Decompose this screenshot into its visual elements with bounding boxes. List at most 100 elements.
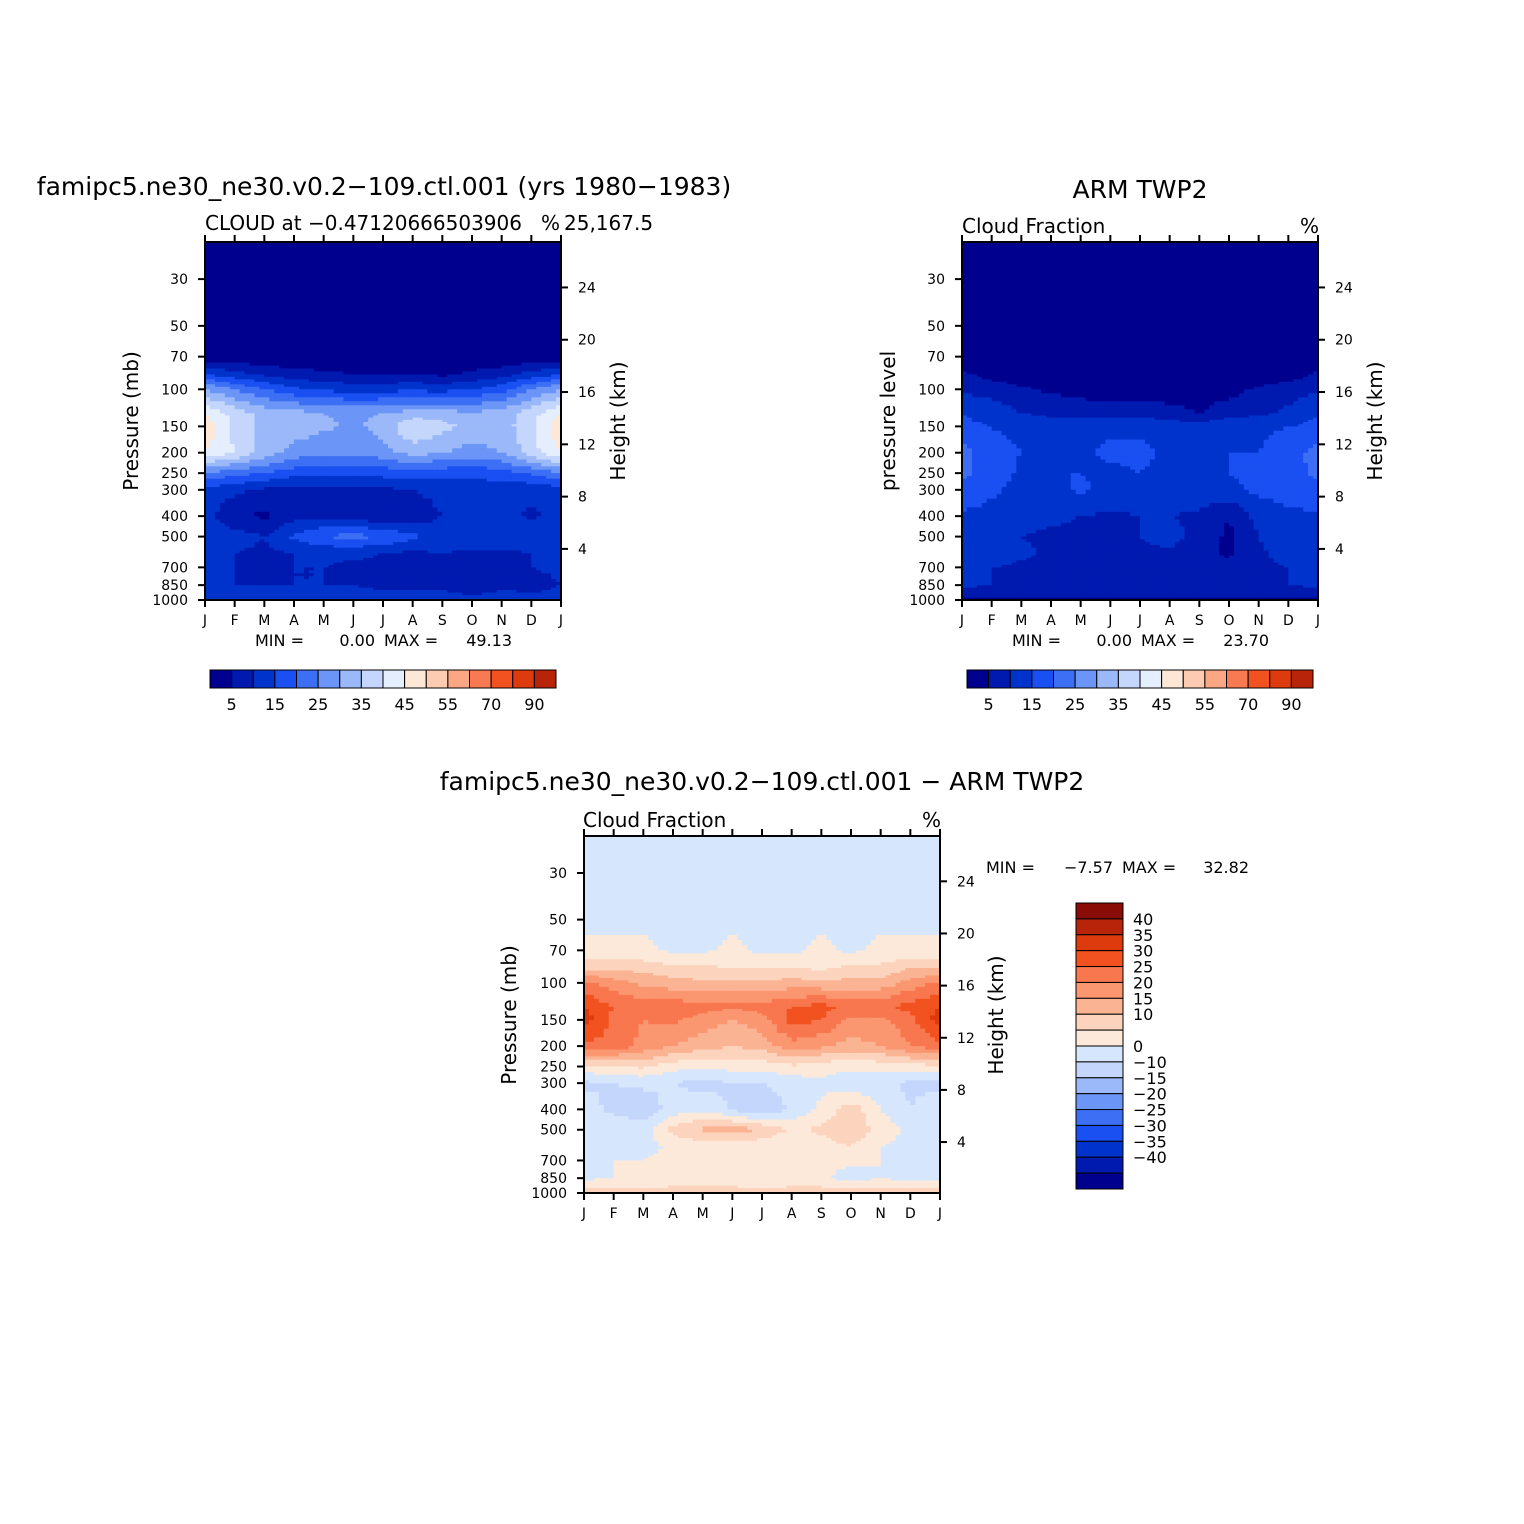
contour-cell [363, 462, 369, 467]
contour-cell [284, 502, 290, 508]
contour-cell [402, 426, 409, 432]
contour-cell [353, 417, 359, 421]
contour-cell [343, 466, 349, 471]
contour-cell [239, 381, 246, 385]
contour-cell [249, 430, 256, 436]
contour-cell [496, 419, 503, 423]
contour-cell [209, 529, 216, 534]
contour-cell [546, 325, 552, 332]
contour-cell [501, 473, 508, 477]
contour-cell [412, 478, 419, 483]
contour-cell [556, 359, 562, 364]
contour-cell [481, 459, 488, 464]
contour-cell [447, 507, 453, 513]
contour-cell [249, 359, 256, 364]
contour-cell [244, 487, 251, 491]
contour-cell [412, 494, 419, 500]
contour-cell [422, 397, 429, 402]
contour-cell [313, 346, 320, 353]
contour-cell [541, 371, 547, 376]
contour-cell [368, 311, 374, 327]
contour-cell [323, 459, 330, 464]
contour-cell [239, 452, 246, 457]
contour-cell [338, 550, 345, 554]
contour-cell [407, 419, 414, 423]
contour-cell [214, 469, 221, 474]
contour-cell [219, 419, 226, 423]
contour-cell [506, 255, 513, 271]
contour-cell [289, 478, 295, 483]
contour-cell [264, 413, 270, 417]
contour-cell [442, 439, 448, 445]
contour-cell [481, 351, 488, 358]
contour-cell [358, 351, 364, 358]
contour-cell [269, 405, 275, 410]
contour-cell [506, 502, 513, 508]
contour-cell [323, 371, 330, 376]
contour-cell [363, 311, 369, 327]
contour-cell [447, 439, 453, 445]
contour-cell [546, 424, 552, 427]
contour-cell [407, 379, 414, 383]
contour-cell [239, 466, 246, 471]
contour-cell [298, 516, 305, 521]
contour-cell [402, 516, 409, 521]
contour-cell [486, 473, 493, 477]
contour-cell [516, 430, 523, 436]
contour-cell [318, 297, 325, 313]
contour-cell [214, 498, 221, 504]
contour-cell [279, 426, 285, 432]
contour-cell [343, 544, 349, 549]
contour-cell [491, 424, 498, 427]
contour-cell [318, 330, 325, 337]
contour-cell [264, 386, 270, 390]
contour-cell [205, 371, 211, 376]
contour-cell [343, 376, 349, 380]
contour-cell [259, 336, 265, 342]
contour-cell [353, 384, 359, 388]
contour-cell [298, 269, 305, 285]
contour-cell [556, 462, 562, 467]
contour-cell [511, 533, 518, 538]
contour-cell [289, 484, 295, 488]
contour-cell [249, 374, 256, 378]
contour-cell [447, 487, 453, 491]
contour-cell [264, 424, 270, 427]
contour-cell [294, 330, 300, 337]
contour-cell [318, 539, 325, 543]
contour-cell [353, 379, 359, 383]
contour-cell [556, 365, 562, 370]
contour-cell [219, 435, 226, 441]
contour-cell [318, 526, 325, 531]
contour-cell [506, 478, 513, 483]
contour-cell [412, 502, 419, 508]
contour-cell [392, 498, 399, 504]
contour-cell [313, 498, 320, 504]
contour-cell [264, 371, 270, 376]
contour-cell [368, 368, 374, 373]
contour-cell [437, 384, 443, 388]
contour-cell [333, 379, 340, 383]
contour-cell [338, 424, 345, 427]
contour-cell [373, 507, 379, 513]
contour-cell [397, 478, 404, 483]
contour-cell [491, 443, 498, 449]
contour-cell [279, 393, 285, 398]
contour-cell [284, 365, 290, 370]
contour-cell [447, 494, 453, 500]
contour-cell [244, 269, 251, 285]
contour-cell [269, 539, 275, 543]
contour-cell [521, 475, 527, 480]
contour-cell [239, 448, 246, 454]
contour-cell [546, 269, 552, 285]
contour-cell [511, 489, 518, 495]
contour-cell [373, 311, 379, 327]
contour-cell [452, 419, 458, 423]
contour-cell [298, 330, 305, 337]
contour-cell [496, 359, 503, 364]
contour-cell [412, 413, 419, 417]
contour-cell [546, 415, 552, 419]
contour-cell [521, 374, 527, 378]
contour-cell [249, 365, 256, 370]
contour-cell [279, 459, 285, 464]
